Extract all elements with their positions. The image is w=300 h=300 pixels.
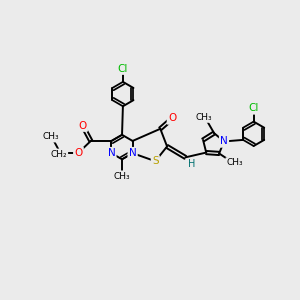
Text: N: N bbox=[220, 136, 228, 146]
Text: N: N bbox=[129, 148, 136, 158]
Text: O: O bbox=[74, 148, 83, 158]
Text: Cl: Cl bbox=[118, 64, 128, 74]
Text: Cl: Cl bbox=[248, 103, 259, 113]
Text: CH₃: CH₃ bbox=[114, 172, 130, 181]
Text: N: N bbox=[108, 148, 115, 158]
Text: CH₃: CH₃ bbox=[226, 158, 243, 167]
Text: CH₂: CH₂ bbox=[50, 150, 67, 159]
Text: O: O bbox=[79, 121, 87, 130]
Text: CH₃: CH₃ bbox=[42, 132, 59, 141]
Text: H: H bbox=[188, 159, 196, 169]
Text: CH₃: CH₃ bbox=[196, 113, 212, 122]
Text: O: O bbox=[168, 113, 176, 124]
Text: S: S bbox=[152, 156, 159, 166]
